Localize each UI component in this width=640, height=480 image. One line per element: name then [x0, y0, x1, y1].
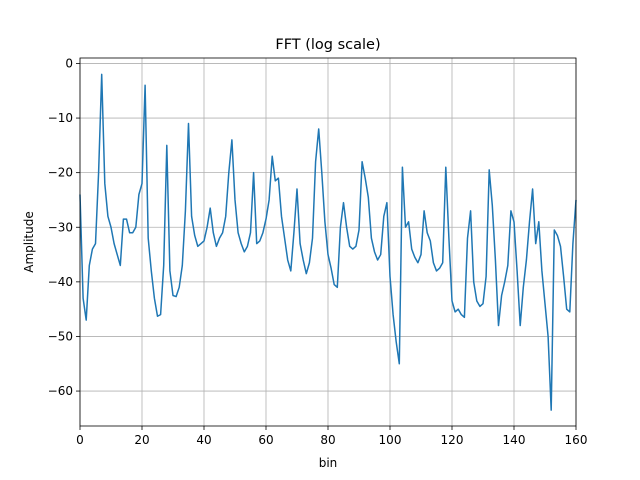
- x-tick-label: 40: [196, 433, 211, 447]
- x-tick-label: 80: [320, 433, 335, 447]
- data-line: [79, 73, 577, 411]
- x-axis-label: bin: [319, 456, 338, 470]
- x-tick-label: 160: [565, 433, 588, 447]
- y-tick-label: −40: [48, 275, 73, 289]
- plot-frame: [79, 57, 577, 427]
- y-tick-label: −30: [48, 220, 73, 234]
- x-tick-label: 140: [503, 433, 526, 447]
- y-tick-label: −60: [48, 384, 73, 398]
- y-tick-label: 0: [65, 56, 73, 70]
- y-tick-label: −50: [48, 329, 73, 343]
- x-tick-label: 100: [379, 433, 402, 447]
- x-tick-label: 60: [258, 433, 273, 447]
- y-tick-label: −10: [48, 111, 73, 125]
- x-tick-label: 20: [134, 433, 149, 447]
- chart-title: FFT (log scale): [275, 37, 380, 53]
- x-tick-label: 0: [76, 433, 84, 447]
- x-tick-label: 120: [441, 433, 464, 447]
- y-axis-label: Amplitude: [22, 211, 36, 273]
- y-tick-label: −20: [48, 166, 73, 180]
